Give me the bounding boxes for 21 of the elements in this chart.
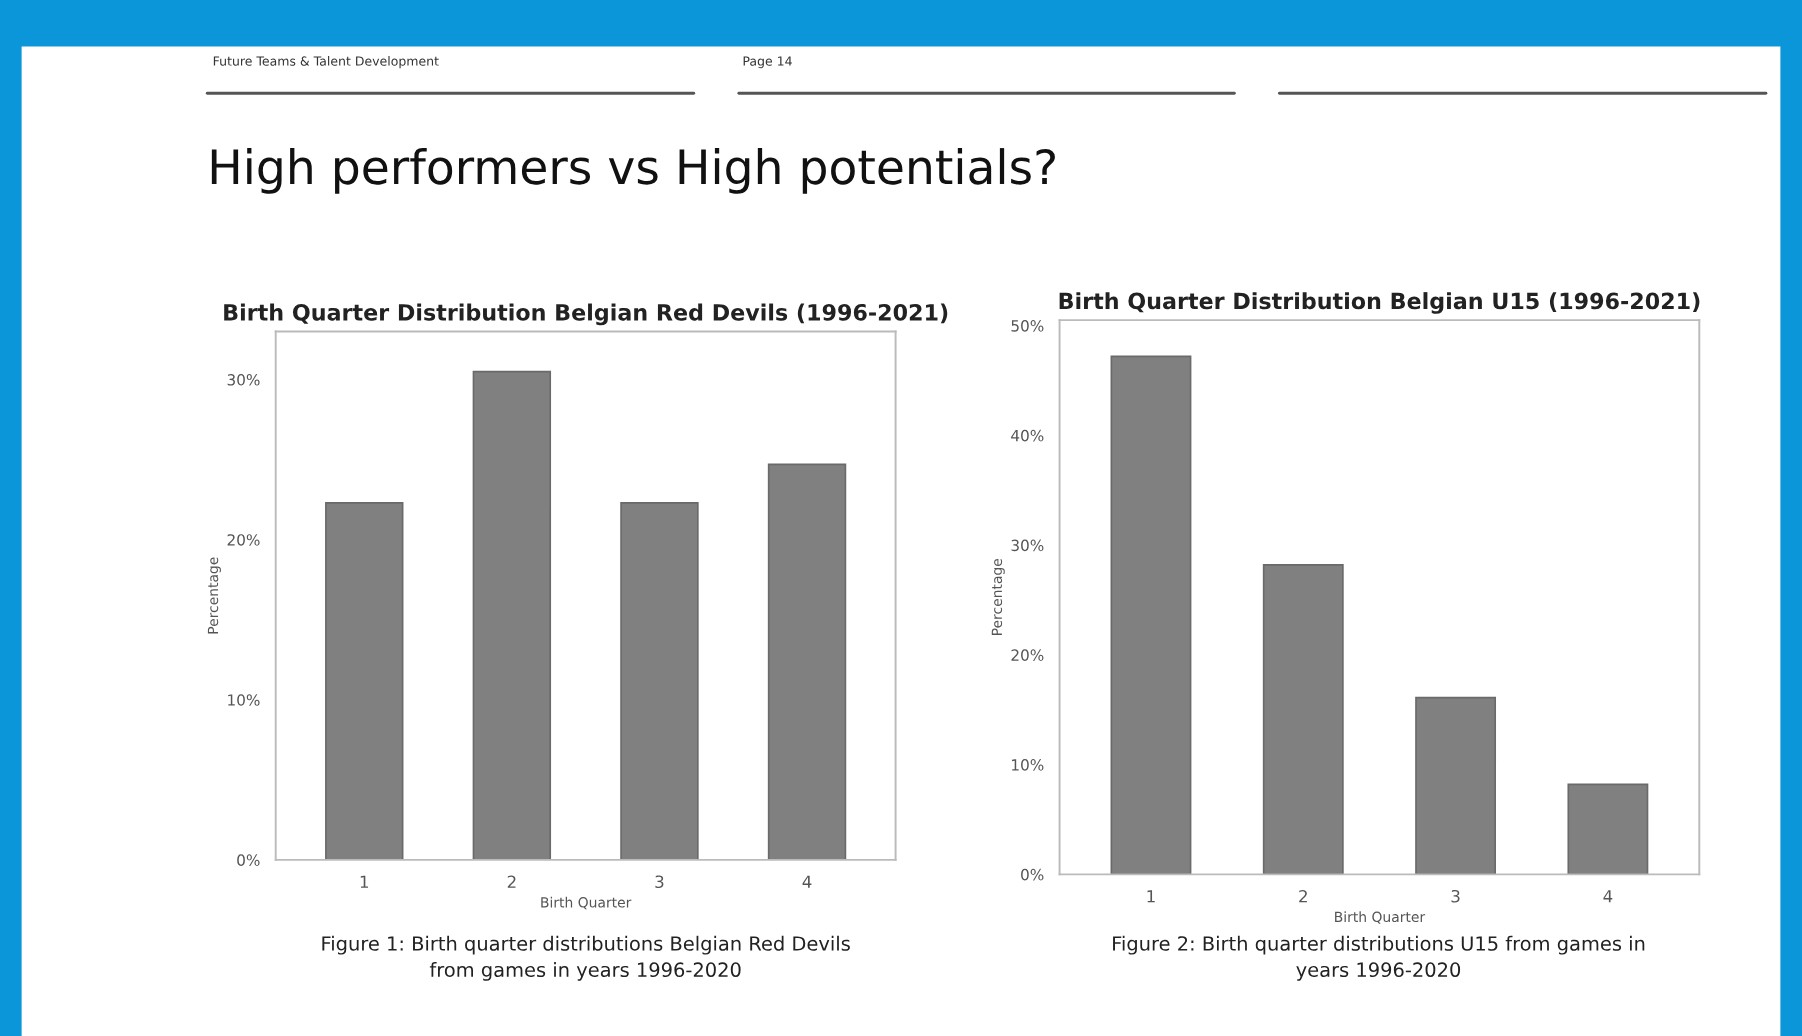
x-tick-label: 4: [1603, 890, 1613, 903]
bar: [1415, 696, 1497, 875]
x-tick-label: 4: [802, 875, 812, 888]
chart-title: Birth Quarter Distribution Belgian Red Devils (1996-2021): [224, 303, 948, 326]
bar: [1567, 783, 1649, 875]
x-tick-label: 2: [507, 875, 516, 888]
x-tick-label: 1: [1147, 890, 1155, 903]
bar: [620, 502, 699, 860]
x-tick-label: 2: [1299, 889, 1307, 903]
x-tick-label: 1: [360, 875, 369, 888]
bar: [1262, 564, 1344, 875]
text: High performers vs High potentials?: [211, 148, 1055, 194]
bar: [472, 370, 552, 860]
caption: Figure 1: Birth quarter distributions Belgian Red Devils from games in years 1996-2020: [322, 935, 850, 981]
chart-title: Birth Quarter Distribution Belgian U15 (1996-2021): [1059, 292, 1700, 314]
bar: [325, 502, 404, 860]
bar: [767, 463, 847, 860]
x-tick-label: 3: [655, 875, 664, 889]
caption: Figure 2: Birth quarter distributions U15 from games in years 1996-2020: [1113, 935, 1645, 981]
bar: [1110, 355, 1192, 875]
x-tick-label: 3: [1451, 889, 1460, 903]
